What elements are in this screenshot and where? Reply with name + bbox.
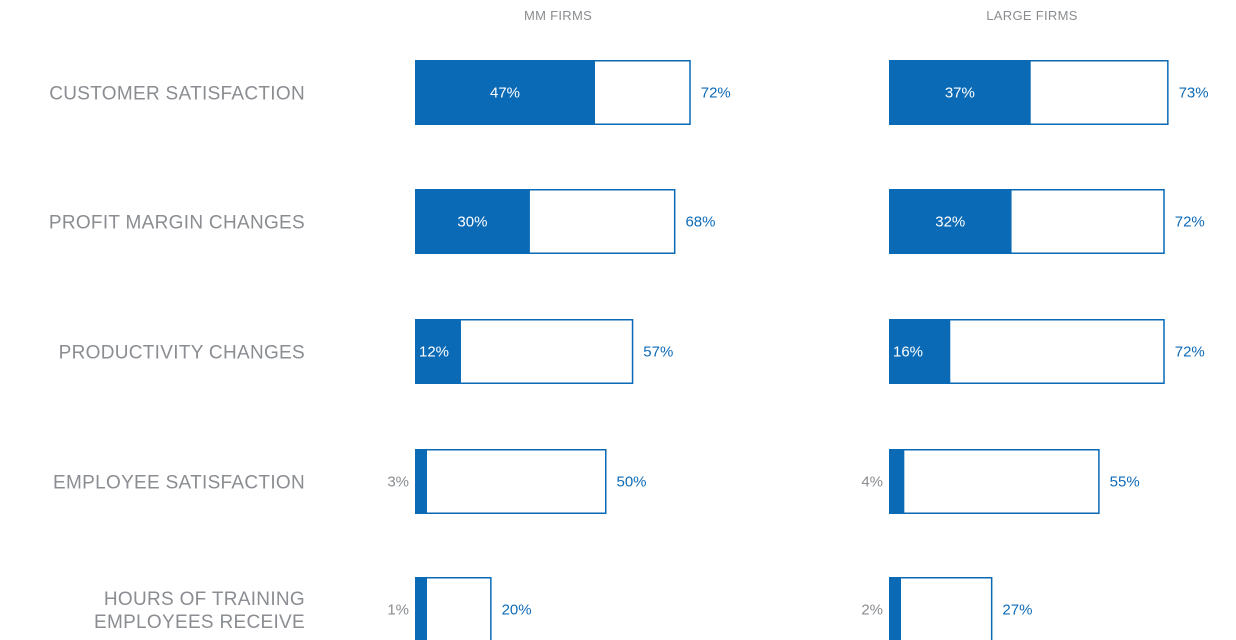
large-inner-bar [889,60,1031,125]
mm-inner-bar [415,449,427,514]
large-inner-value-label: 2% [861,602,883,619]
series-header-large: LARGE FIRMS [986,8,1077,23]
mm-inner-bar [415,319,461,384]
mm-inner-value-label: 12% [419,344,449,361]
mm-inner-bar [415,189,530,254]
large-outer-bar [889,449,1100,514]
large-outer-value-label: 27% [1002,602,1032,619]
large-inner-bar [889,189,1012,254]
large-inner-bar [889,449,905,514]
large-inner-value-label: 4% [861,474,883,491]
category-label: CUSTOMER SATISFACTION [49,84,305,105]
large-inner-value-label: 37% [945,85,975,102]
mm-outer-value-label: 68% [685,214,715,231]
large-inner-value-label: 32% [935,214,965,231]
mm-inner-bar [415,60,596,125]
mm-outer-value-label: 50% [617,474,647,491]
mm-inner-bar [415,577,427,640]
large-inner-value-label: 16% [893,344,923,361]
large-outer-value-label: 72% [1175,344,1205,361]
mm-inner-value-label: 30% [457,214,487,231]
category-label: PRODUCTIVITY CHANGES [59,343,305,364]
mm-outer-bar [415,449,607,514]
mm-outer-value-label: 20% [502,602,532,619]
mm-outer-bar [415,577,492,640]
large-outer-value-label: 55% [1110,474,1140,491]
large-inner-bar [889,319,951,384]
mm-inner-value-label: 3% [387,474,409,491]
mm-outer-value-label: 72% [701,85,731,102]
mm-inner-value-label: 1% [387,602,409,619]
category-label: HOURS OF TRAINING [104,589,305,610]
chart-rows: CUSTOMER SATISFACTION 47% 72% 37% 73% PROFIT … [49,60,1209,640]
category-label: PROFIT MARGIN CHANGES [49,213,305,234]
large-outer-value-label: 72% [1175,214,1205,231]
large-outer-bar [889,577,993,640]
large-inner-bar [889,577,901,640]
mm-inner-value-label: 47% [490,85,520,102]
large-outer-value-label: 73% [1179,85,1209,102]
category-label: EMPLOYEE SATISFACTION [53,473,305,494]
mm-outer-value-label: 57% [643,344,673,361]
category-label: EMPLOYEES RECEIVE [94,612,305,633]
series-header-mm: MM FIRMS [524,8,592,23]
